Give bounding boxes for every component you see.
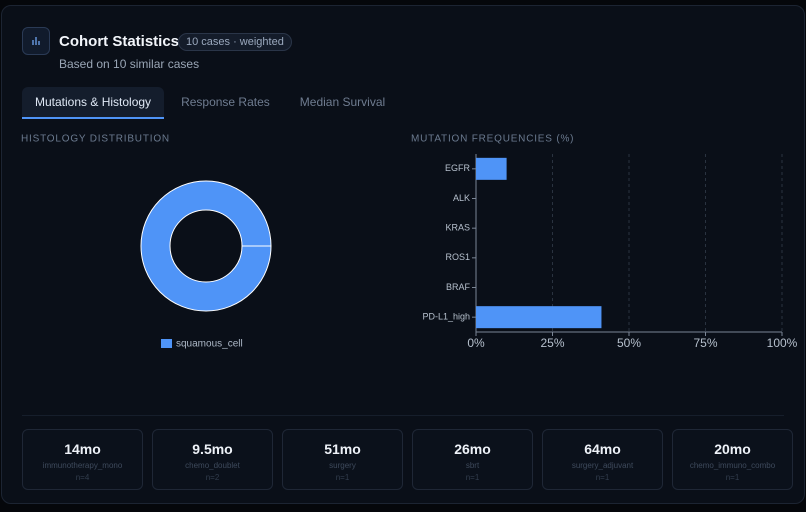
card-label: surgery_adjuvant (571, 461, 634, 470)
card-value: 51mo (324, 441, 361, 457)
chart-title: HISTOLOGY DISTRIBUTION (21, 134, 170, 145)
card-value: 9.5mo (192, 441, 233, 457)
tab[interactable]: Response Rates (181, 95, 270, 109)
card-value: 20mo (714, 441, 751, 457)
x-tick-label: 100% (767, 336, 798, 350)
card-n: n=1 (465, 473, 480, 482)
icon (22, 27, 50, 55)
charts: HISTOLOGY DISTRIBUTION squamous_cell MUTAT… (21, 134, 798, 351)
survival-card: 64mo surgery_adjuvant n=1 (542, 429, 663, 490)
card-n: n=1 (335, 473, 350, 482)
card-value: 26mo (454, 441, 491, 457)
card-label: chemo_doublet (185, 461, 240, 470)
x-tick-label: 50% (617, 336, 641, 350)
survival-card: 26mo sbrt n=1 (412, 429, 533, 490)
bar (476, 157, 507, 180)
title: Cohort Statistics (59, 33, 180, 50)
card-n: n=1 (595, 473, 610, 482)
chart-title: MUTATION FREQUENCIES (%) (411, 134, 574, 145)
card-label: immunotherapy_mono (42, 461, 123, 470)
y-tick-label: ROS1 (445, 252, 470, 262)
survival-card: 14mo immunotherapy_mono n=4 (22, 429, 143, 490)
icon-glyph (32, 37, 40, 45)
tab[interactable]: Mutations & Histology (22, 87, 165, 119)
badge: 10 cases · weighted (178, 33, 292, 51)
card-label: surgery (329, 461, 356, 470)
x-tick-label: 75% (693, 336, 717, 350)
card-value: 64mo (584, 441, 621, 457)
card-n: n=2 (205, 473, 220, 482)
survival-card: 51mo surgery n=1 (282, 429, 403, 490)
card-label: sbrt (465, 461, 480, 470)
card-label: chemo_immuno_combo (689, 461, 776, 470)
legend-label: squamous_cell (176, 339, 243, 350)
tab[interactable]: Median Survival (299, 95, 386, 109)
x-tick-label: 25% (540, 336, 564, 350)
panel: Cohort Statistics 10 cases · weighted Ba… (1, 5, 805, 504)
card-value: 14mo (64, 441, 101, 457)
card-n: n=4 (75, 473, 90, 482)
y-tick-label: EGFR (445, 163, 471, 173)
subtitle: Based on 10 similar cases (59, 57, 200, 71)
legend-swatch (161, 339, 172, 348)
pie-slice (140, 180, 272, 312)
y-tick-label: BRAF (446, 282, 471, 292)
y-tick-label: PD-L1_high (422, 312, 470, 322)
tabs: Mutations & Histology Response Rates Media… (22, 87, 402, 119)
separator (22, 415, 784, 416)
cards: 14mo immunotherapy_mono n=4 9.5mo chemo_doub… (22, 429, 802, 490)
y-tick-label: KRAS (445, 223, 470, 233)
survival-card: 9.5mo chemo_doublet n=2 (152, 429, 273, 490)
x-tick-label: 0% (467, 336, 485, 350)
survival-card: 20mo chemo_immuno_combo n=1 (672, 429, 793, 490)
card-n: n=1 (725, 473, 740, 482)
y-tick-label: ALK (453, 193, 470, 203)
bar (476, 306, 602, 329)
